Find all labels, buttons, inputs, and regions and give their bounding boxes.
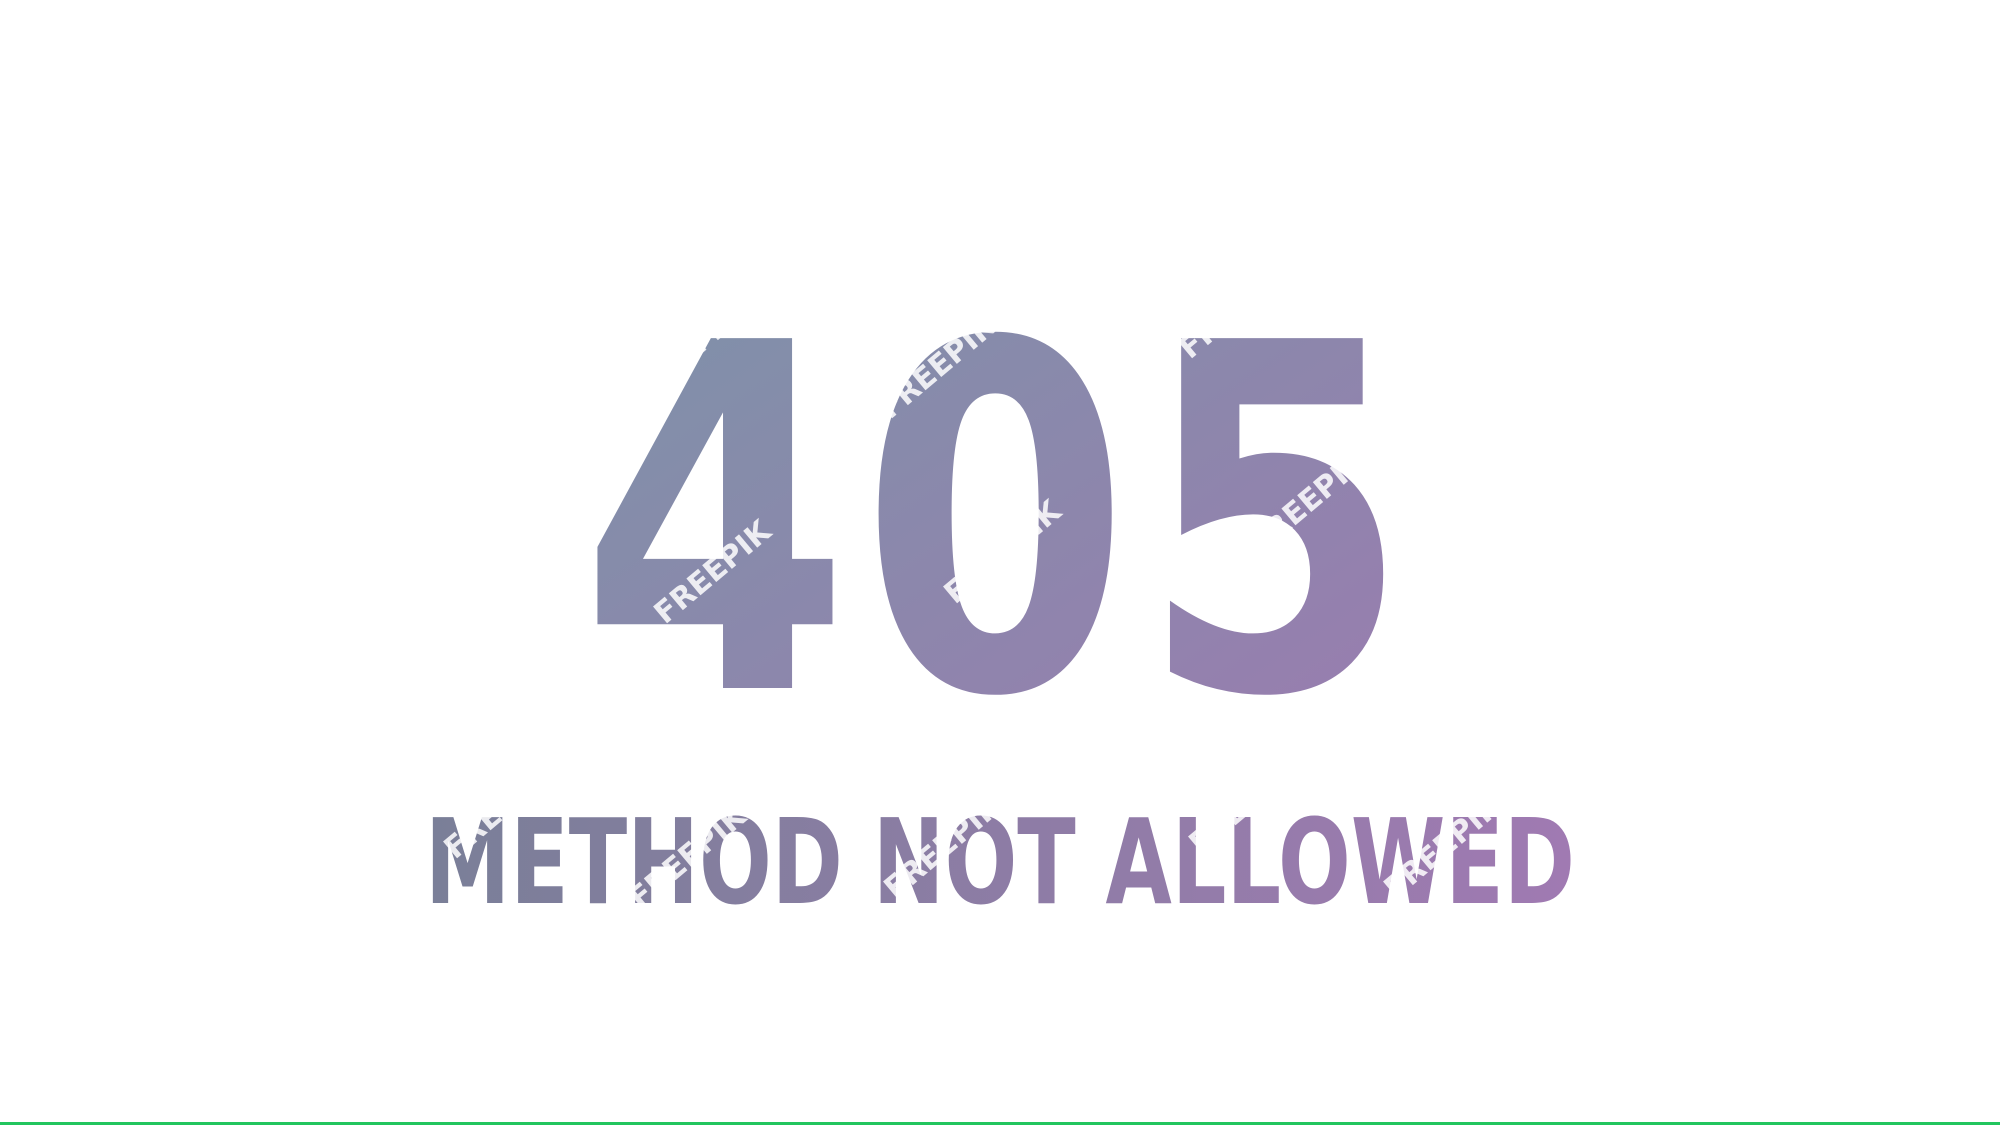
bottom-divider [0,1122,2000,1125]
error-message: METHOD NOT ALLOWED [425,793,1575,931]
error-code: 405 [580,243,1420,802]
